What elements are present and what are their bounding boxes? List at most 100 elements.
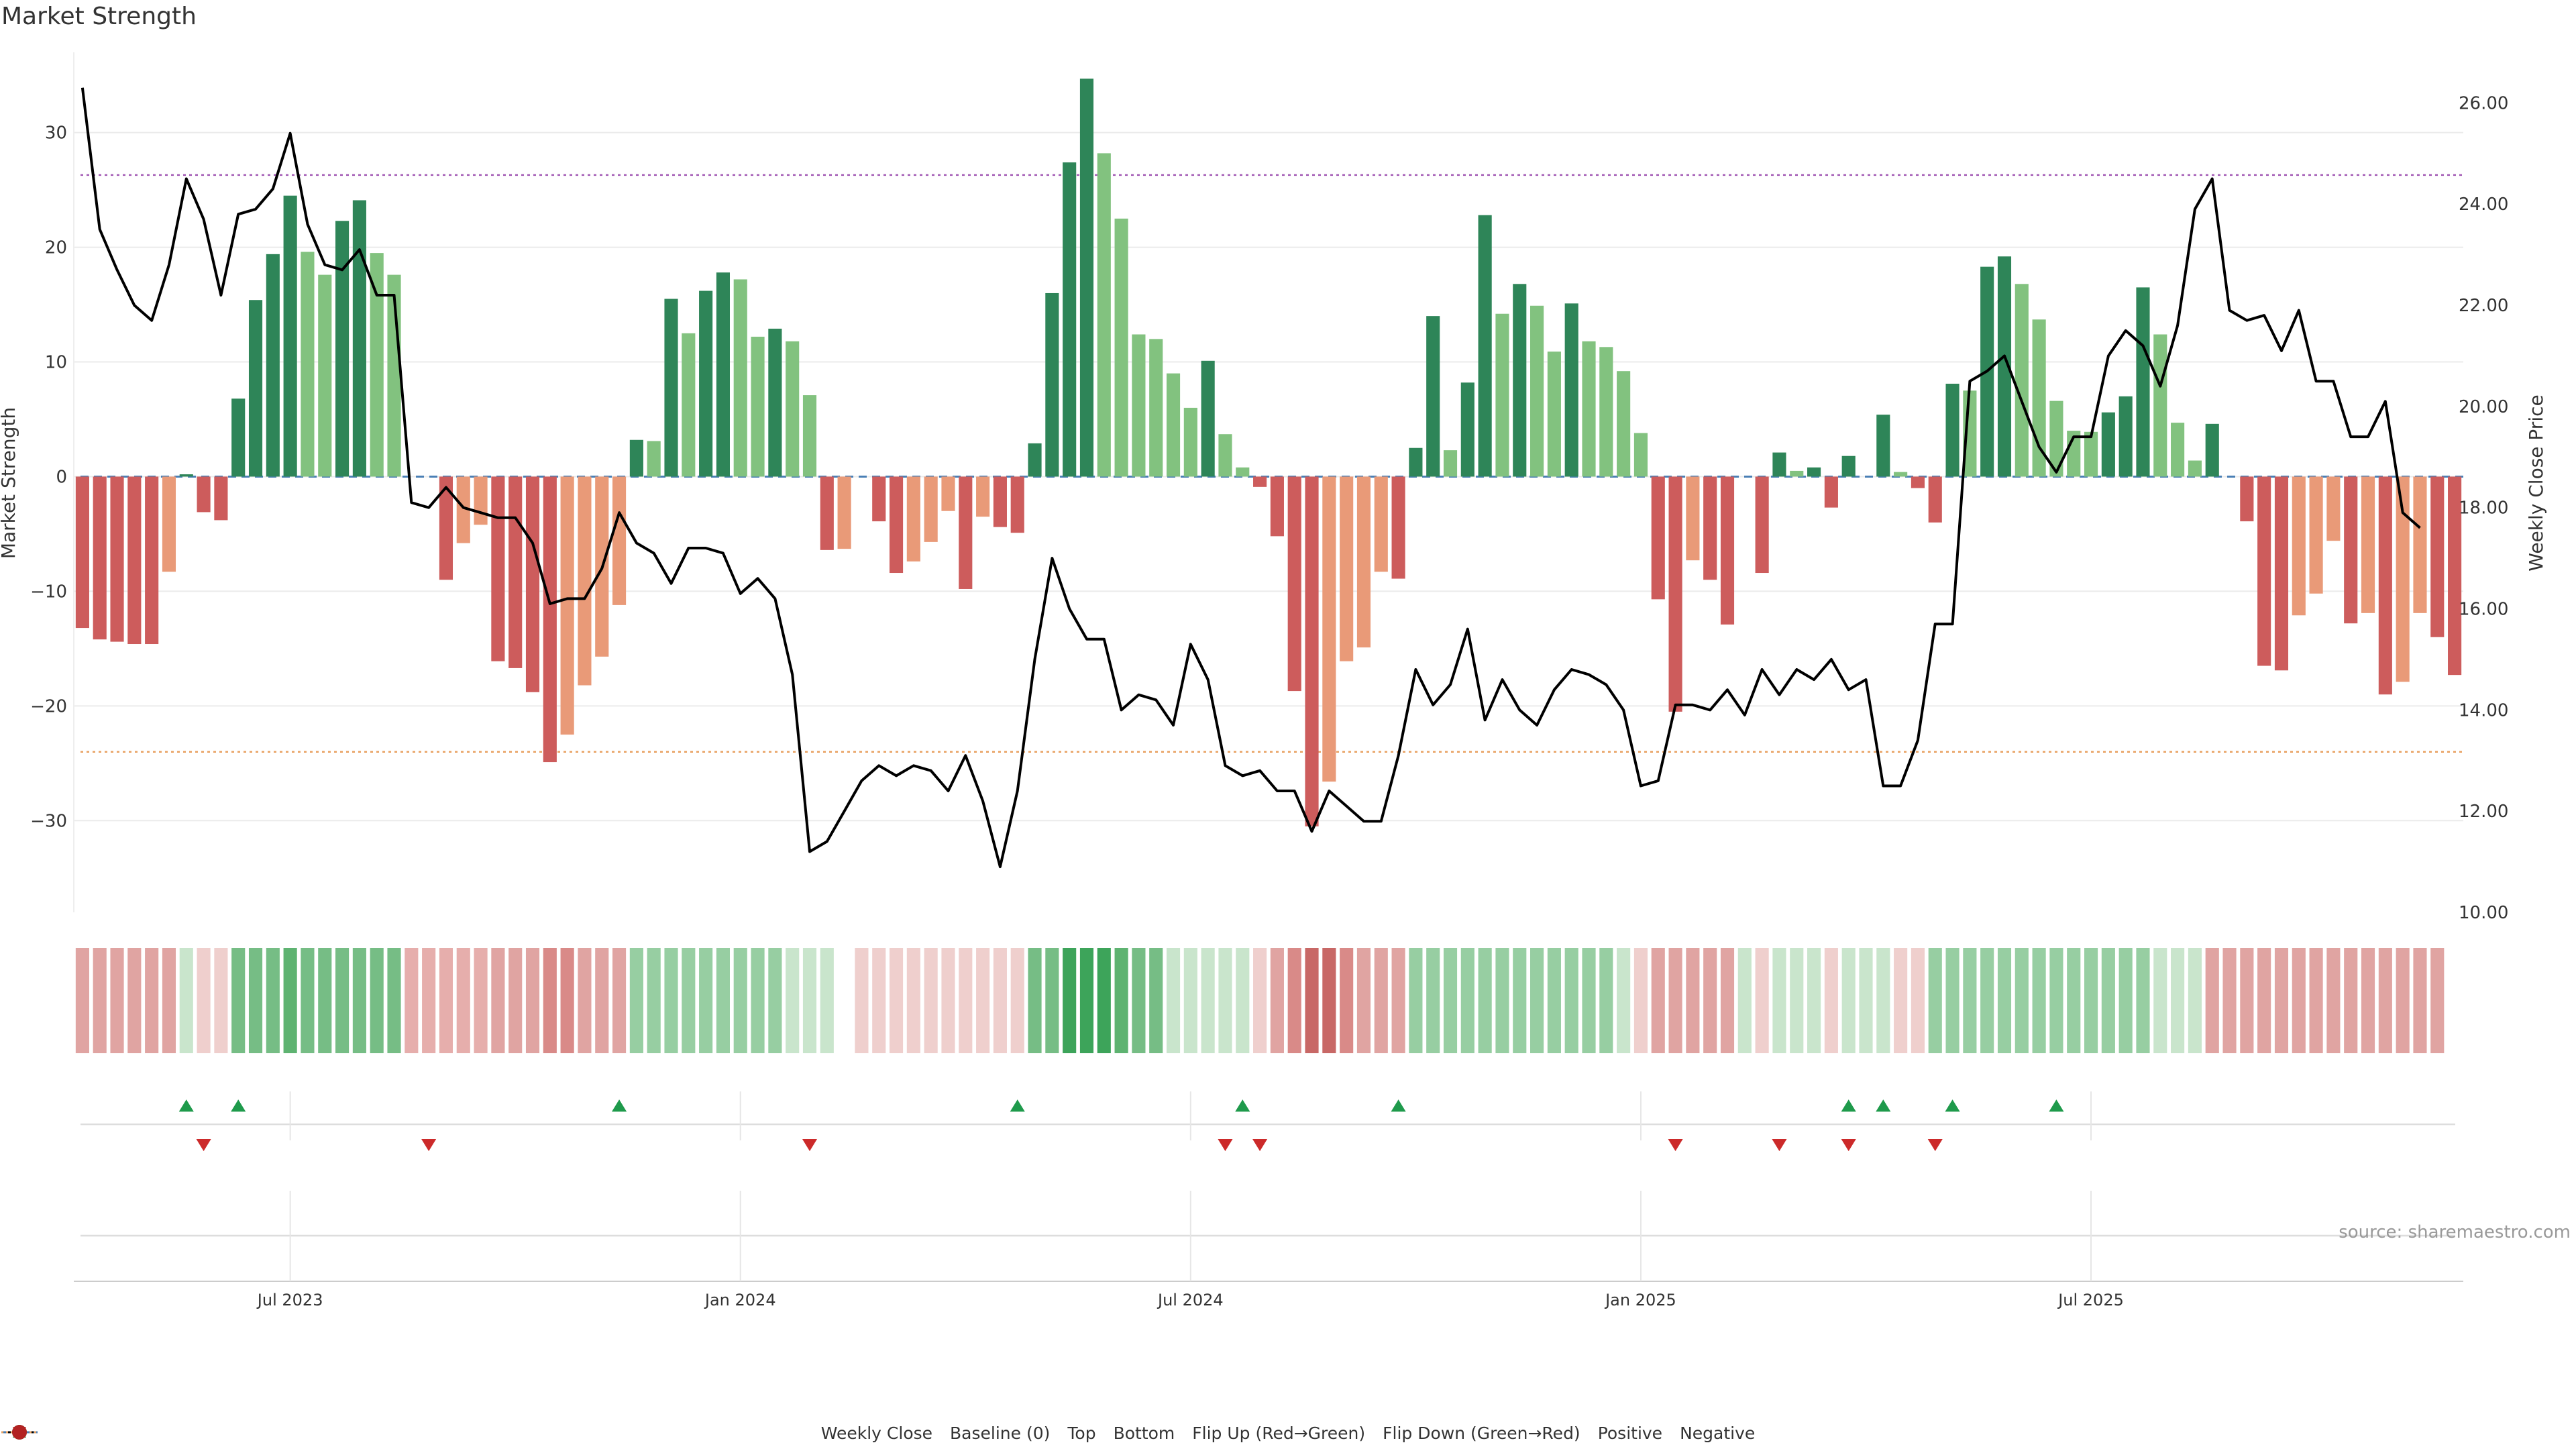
y2-axis-label: Weekly Close Price (2525, 394, 2547, 571)
strength-bar (629, 439, 643, 477)
y2-tick-label: 20.00 (2459, 397, 2508, 417)
flip-up-marker (612, 1099, 627, 1112)
strength-bar (2205, 423, 2219, 477)
heat-cell (1270, 948, 1284, 1053)
legend-label: Positive (1597, 1424, 1663, 1443)
strength-bar (560, 476, 574, 735)
strength-bar (1322, 476, 1336, 782)
strength-bar (1651, 476, 1665, 600)
strength-bar (699, 290, 713, 477)
heat-cell (2032, 948, 2046, 1053)
y-tick-label: −10 (30, 582, 67, 602)
y-axis-label: Market Strength (0, 407, 19, 559)
heat-cell (525, 948, 540, 1053)
heat-cell (959, 948, 973, 1053)
flip-down-marker (1218, 1139, 1233, 1151)
heat-cell (214, 948, 228, 1053)
strength-bar (751, 336, 765, 477)
strength-bar (837, 476, 851, 549)
heat-cell (318, 948, 332, 1053)
strength-bar (2153, 334, 2167, 477)
strength-bar (1564, 303, 1578, 477)
heat-cell (491, 948, 505, 1053)
strength-bar (716, 272, 731, 477)
chart-title: Market Strength (1, 3, 197, 30)
strength-heat-strip (75, 948, 2445, 1053)
strength-bar (2448, 476, 2462, 676)
heat-cell (1928, 948, 1942, 1053)
strength-bar (1807, 467, 1821, 477)
strength-bar (1063, 162, 1077, 477)
strength-bar (1894, 472, 1908, 477)
heat-cell (474, 948, 488, 1053)
heat-cell (2396, 948, 2410, 1053)
heat-cell (2205, 948, 2219, 1053)
strength-bar (2240, 476, 2254, 522)
strength-bar (179, 474, 193, 477)
strength-bar (1547, 352, 1561, 477)
y-tick-label: 0 (56, 467, 67, 487)
strength-bar (2274, 476, 2289, 671)
heat-cell (560, 948, 574, 1053)
heat-cell (1183, 948, 1197, 1053)
heat-cell (612, 948, 627, 1053)
heat-cell (1703, 948, 1717, 1053)
strength-bar (2344, 476, 2358, 624)
heat-cell (1097, 948, 1111, 1053)
heat-cell (1478, 948, 1492, 1053)
heat-cell (162, 948, 176, 1053)
heat-cell (1633, 948, 1648, 1053)
heat-cell (1963, 948, 1977, 1053)
flip-up-marker (1876, 1099, 1891, 1112)
heat-cell (1409, 948, 1423, 1053)
strength-bar (2188, 460, 2202, 477)
strength-bar (993, 476, 1007, 527)
strength-bar (1720, 476, 1735, 625)
x-tick-label: Jul 2024 (1157, 1291, 1224, 1309)
legend-label: Bottom (1113, 1424, 1175, 1443)
heat-cell (1876, 948, 1890, 1053)
legend-item: Flip Up (Red→Green) (13, 1424, 1365, 1443)
legend-label: Baseline (0) (950, 1424, 1051, 1443)
strength-bar (802, 395, 817, 477)
strength-bar (1028, 443, 1042, 477)
strength-bar (1841, 455, 1856, 477)
strength-bar (127, 476, 142, 645)
y2-tick-label: 26.00 (2459, 93, 2508, 113)
heat-cell (508, 948, 523, 1053)
heat-cell (2015, 948, 2029, 1053)
heat-cell (2188, 948, 2202, 1053)
strength-bar (1356, 476, 1371, 648)
strength-bar (612, 476, 627, 605)
heat-cell (2049, 948, 2063, 1053)
heat-cell (2136, 948, 2150, 1053)
strength-bar (1617, 371, 1631, 477)
strength-bar (1876, 415, 1890, 477)
heat-cell (543, 948, 557, 1053)
strength-bar (682, 333, 696, 477)
flip-up-marker (1841, 1099, 1856, 1112)
heat-cell (1859, 948, 1873, 1053)
strength-bar (214, 476, 228, 521)
heat-cell (682, 948, 696, 1053)
strength-bar (1253, 476, 1267, 487)
strength-bar (1824, 476, 1838, 508)
flip-up-marker (1010, 1099, 1025, 1112)
strength-bar (283, 195, 297, 477)
heat-cell (2257, 948, 2271, 1053)
flip-down-marker (802, 1139, 817, 1151)
strength-bar (1530, 305, 1544, 477)
strength-bar (872, 476, 886, 522)
weekly-close-line (80, 87, 2421, 869)
heat-cell (2084, 948, 2098, 1053)
flip-down-marker (1927, 1139, 1943, 1151)
heat-cell (2067, 948, 2081, 1053)
strength-bar (941, 476, 955, 511)
strength-bar (318, 274, 332, 477)
strength-bar (1340, 476, 1354, 661)
strength-bar (474, 476, 488, 525)
strength-bar (976, 476, 990, 517)
strength-bar (1218, 434, 1232, 477)
legend-label: Weekly Close (820, 1424, 933, 1443)
legend-label: Negative (1680, 1424, 1756, 1443)
